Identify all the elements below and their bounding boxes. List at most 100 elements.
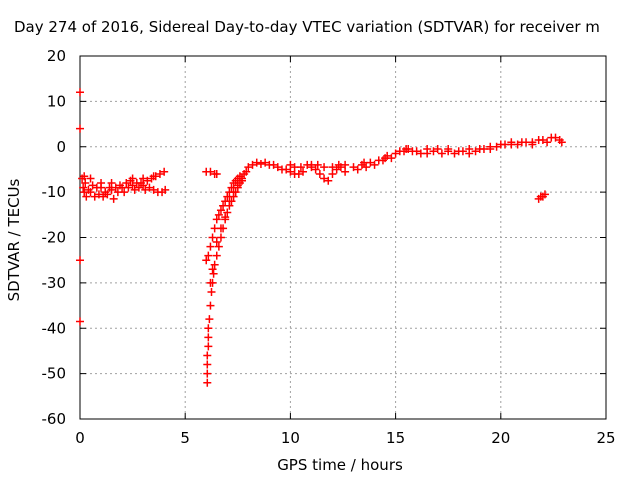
data-point (79, 183, 88, 192)
data-point (203, 369, 212, 378)
data-point (99, 192, 108, 201)
data-point (244, 163, 253, 172)
data-point (465, 145, 474, 154)
y-tick-label: -60 (42, 410, 67, 428)
data-point (204, 251, 213, 260)
data-point (324, 176, 333, 185)
data-point (97, 179, 106, 188)
data-point (362, 163, 371, 172)
data-point (261, 158, 270, 167)
data-point (433, 145, 442, 154)
data-point (122, 179, 131, 188)
data-point (107, 185, 116, 194)
data-point (402, 145, 411, 154)
data-point (328, 163, 337, 172)
data-point (450, 149, 459, 158)
data-point (349, 163, 358, 172)
data-point (206, 301, 215, 310)
data-point (252, 158, 261, 167)
data-point (315, 169, 324, 178)
data-point (203, 351, 212, 360)
x-tick-label: 5 (180, 429, 190, 447)
data-point (128, 174, 137, 183)
data-point (242, 167, 251, 176)
data-point (94, 190, 103, 199)
plot-frame (79, 55, 607, 420)
data-point (227, 183, 236, 192)
data-point (160, 167, 169, 176)
data-point (256, 159, 265, 168)
data-point (86, 174, 95, 183)
data-point (204, 324, 213, 333)
data-point (80, 172, 89, 181)
data-point (551, 133, 560, 142)
data-point (248, 160, 257, 169)
data-point (273, 163, 282, 172)
y-tick-label: -50 (42, 365, 67, 383)
data-point (139, 181, 148, 190)
data-point (225, 197, 234, 206)
data-point (492, 142, 501, 151)
data-point (141, 185, 150, 194)
data-point (282, 165, 291, 174)
data-point (76, 88, 84, 97)
x-tick-label: 20 (491, 429, 510, 447)
data-point (208, 265, 217, 274)
data-point (486, 145, 495, 154)
data-point (134, 183, 143, 192)
data-point (86, 188, 95, 197)
data-point (223, 192, 232, 201)
data-point (353, 165, 362, 174)
data-point (208, 233, 217, 242)
y-tick-label: -20 (42, 229, 67, 247)
data-point (161, 185, 170, 194)
data-point (507, 138, 516, 147)
data-point (341, 160, 350, 169)
data-point (130, 185, 139, 194)
data-series (76, 88, 566, 387)
data-point (207, 287, 216, 296)
y-tick-label: 20 (47, 47, 66, 65)
data-point (124, 183, 133, 192)
data-point (202, 256, 211, 265)
data-point (206, 278, 215, 287)
data-point (212, 251, 221, 260)
data-point (238, 176, 247, 185)
data-point (221, 213, 230, 222)
data-point (128, 181, 137, 190)
data-point (391, 149, 400, 158)
data-point (219, 201, 228, 210)
data-point (76, 256, 84, 265)
data-point (458, 147, 467, 156)
data-point (212, 238, 221, 247)
data-point (206, 167, 215, 176)
data-point (203, 360, 212, 369)
data-point (233, 181, 242, 190)
data-point (332, 165, 341, 174)
data-point (205, 315, 214, 324)
data-point (149, 185, 158, 194)
x-tick-label: 25 (596, 429, 615, 447)
data-point (229, 188, 238, 197)
data-point (143, 176, 152, 185)
data-point (139, 174, 148, 183)
data-point (206, 242, 215, 251)
y-tick-label: -30 (42, 274, 67, 292)
data-point (341, 167, 350, 176)
data-point (203, 378, 212, 387)
data-point (444, 145, 453, 154)
data-point (336, 163, 345, 172)
data-point (294, 169, 303, 178)
data-point (320, 174, 329, 183)
data-point (210, 260, 219, 269)
y-tick-label: -10 (42, 183, 67, 201)
data-point (223, 208, 232, 217)
data-point (381, 154, 390, 163)
data-point (204, 342, 213, 351)
y-tick-label: -40 (42, 319, 67, 337)
data-point (412, 147, 421, 156)
data-point (216, 233, 225, 242)
data-point (299, 167, 308, 176)
data-point (120, 188, 129, 197)
